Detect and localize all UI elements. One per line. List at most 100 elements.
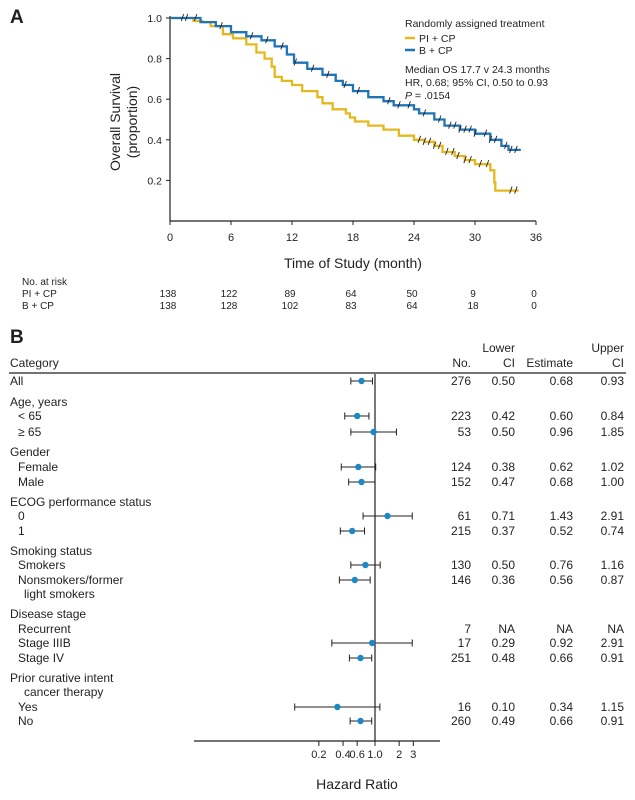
panel-a-label: A <box>10 7 24 28</box>
header-no: No. <box>452 356 471 370</box>
header-upper-1: Upper <box>591 341 624 355</box>
km-censor-mark <box>343 80 347 89</box>
row-n: 146 <box>451 573 471 587</box>
annotation-hr: HR, 0.68; 95% CI, 0.50 to 0.93 <box>405 77 548 89</box>
estimate-point <box>357 654 364 662</box>
km-censor-mark <box>180 13 185 22</box>
forest-xtick-label: 0.2 <box>311 749 326 761</box>
row-estimate: 0.96 <box>550 425 574 439</box>
row-upper-ci: 1.85 <box>601 425 625 439</box>
risk-value: 83 <box>345 301 357 312</box>
km-censor-mark <box>456 151 460 160</box>
km-censor-mark <box>458 125 462 133</box>
row-label-prior-curative-intent: Prior curative intent <box>10 671 114 685</box>
risk-row-label: B + CP <box>22 301 54 312</box>
row-n: 260 <box>451 714 471 728</box>
km-xtick-label: 12 <box>286 232 298 244</box>
annotation-p: P = .0154 <box>405 90 450 102</box>
row-lower-ci: 0.50 <box>492 425 516 439</box>
row-lower-ci: 0.29 <box>492 636 516 650</box>
km-ytick-label: 0.2 <box>147 175 162 187</box>
km-censor-mark <box>509 145 513 154</box>
km-xtick-label: 6 <box>228 232 234 244</box>
row-label-age-years: Age, years <box>10 395 67 409</box>
row-label-1: 1 <box>18 524 25 538</box>
km-censor-mark <box>310 64 315 72</box>
km-censor-mark <box>453 121 457 129</box>
risk-value: 0 <box>531 289 537 300</box>
km-censor-mark <box>397 101 401 109</box>
forest-xtick-label: 0.6 <box>350 749 365 761</box>
row-label-stage-iiib: Stage IIIB <box>18 636 71 650</box>
row-lower-ci: 0.50 <box>492 374 516 388</box>
row-estimate: 0.76 <box>550 558 574 572</box>
estimate-point <box>370 428 377 436</box>
km-censor-mark <box>432 141 437 150</box>
km-censor-mark <box>483 129 488 137</box>
km-ytick-label: 0.8 <box>147 54 162 66</box>
row-label-yes: Yes <box>18 700 38 714</box>
row-label-no: No <box>18 714 34 728</box>
row-upper-ci: 1.00 <box>601 475 625 489</box>
row-upper-ci: 0.74 <box>601 524 625 538</box>
estimate-point <box>355 463 362 471</box>
row-n: 215 <box>451 524 471 538</box>
risk-value: 0 <box>531 301 537 312</box>
estimate-point <box>384 512 391 520</box>
estimate-point <box>348 527 356 535</box>
km-xtick-label: 30 <box>469 232 481 244</box>
risk-row-label: PI + CP <box>22 289 57 300</box>
row-label-recurrent: Recurrent <box>18 622 71 636</box>
row-label-light-smokers: light smokers <box>24 587 95 601</box>
row-upper-ci: 1.15 <box>601 700 625 714</box>
km-censor-mark <box>387 97 391 105</box>
risk-value: 18 <box>467 301 479 312</box>
risk-value: 138 <box>160 289 177 300</box>
km-censor-mark <box>184 13 189 22</box>
row-estimate: 0.52 <box>550 524 574 538</box>
km-ytick-label: 1.0 <box>147 13 162 25</box>
row-lower-ci: 0.49 <box>492 714 516 728</box>
row-label-gender: Gender <box>10 445 50 459</box>
km-ylabel-line1: Overall Survival <box>107 73 123 171</box>
row-estimate: 0.68 <box>550 475 574 489</box>
km-censor-mark <box>326 70 330 78</box>
risk-value: 64 <box>345 289 357 300</box>
km-censor-mark <box>514 186 518 194</box>
row-estimate: NA <box>556 622 573 636</box>
km-censor-mark <box>509 186 513 194</box>
km-censor-mark <box>468 125 472 133</box>
estimate-point <box>351 576 358 584</box>
legend-label-pi: PI + CP <box>419 33 455 45</box>
row-upper-ci: 0.91 <box>601 714 625 728</box>
estimate-point <box>357 717 364 725</box>
km-legend: Randomly assigned treatment PI + CP B + … <box>405 18 550 102</box>
row-upper-ci: 1.02 <box>601 460 625 474</box>
km-censor-mark <box>417 135 422 143</box>
row-label-disease-stage: Disease stage <box>10 607 86 621</box>
km-censor-mark <box>478 160 483 168</box>
km-censor-mark <box>468 155 472 164</box>
row-label-cancer-therapy: cancer therapy <box>24 685 103 699</box>
km-censor-mark <box>422 109 427 117</box>
estimate-point <box>368 639 376 647</box>
risk-value: 128 <box>221 301 238 312</box>
risk-table: No. at risk PI + CP 138 122 89 64 50 9 0B + CP 1… <box>22 277 537 312</box>
km-censor-mark <box>493 135 498 143</box>
row-estimate: 0.34 <box>550 700 574 714</box>
risk-value: 122 <box>221 289 238 300</box>
row-label-65: ≥ 65 <box>18 425 42 439</box>
km-lines <box>170 16 521 192</box>
km-censor-mark <box>445 147 449 156</box>
row-estimate: 0.66 <box>550 651 574 665</box>
row-n: 124 <box>451 460 471 474</box>
km-y-axis-title: Overall Survival (proportion) <box>107 73 140 171</box>
row-upper-ci: 2.91 <box>601 636 625 650</box>
risk-value: 102 <box>282 301 299 312</box>
legend-title: Randomly assigned treatment <box>405 18 545 30</box>
estimate-point <box>358 377 365 385</box>
row-n: 61 <box>458 509 472 523</box>
km-ytick-label: 0.4 <box>147 135 162 147</box>
row-label-65: < 65 <box>18 409 42 423</box>
